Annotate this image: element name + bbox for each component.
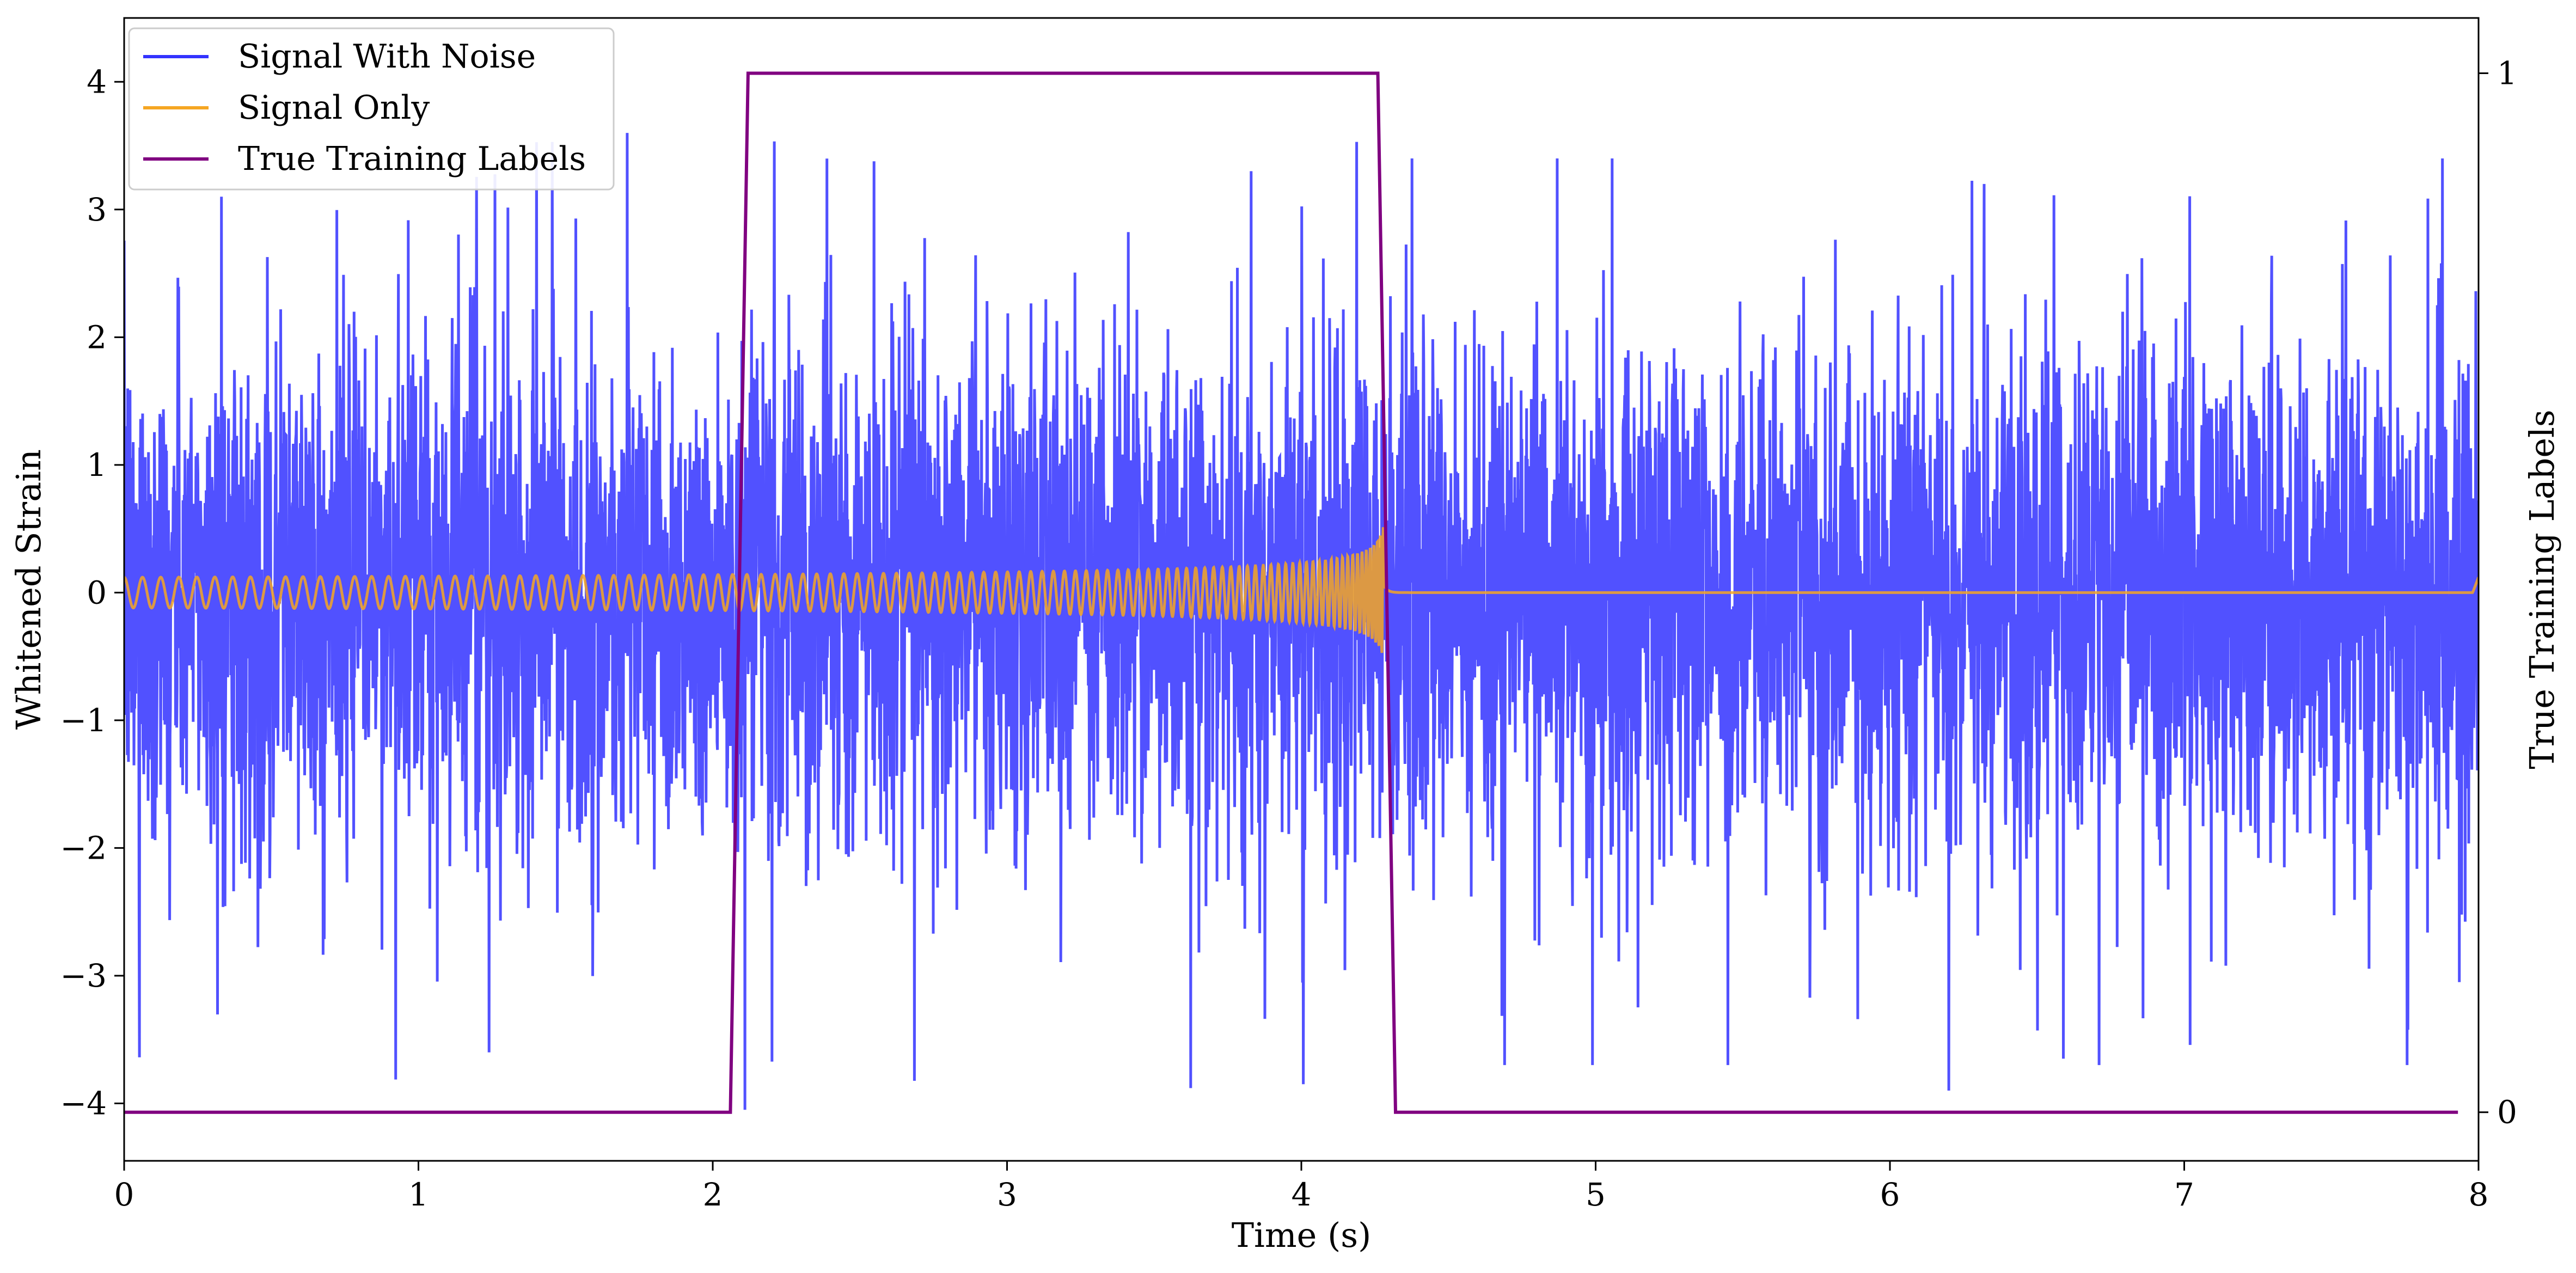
y2-tick-label: 0 — [2497, 1094, 2517, 1131]
x-tick-label: 5 — [1586, 1176, 1606, 1213]
y-tick-label: 2 — [87, 319, 107, 356]
y-tick-label: −2 — [60, 829, 107, 866]
legend-label: Signal With Noise — [238, 38, 536, 76]
x-axis-label: Time (s) — [1232, 1215, 1372, 1255]
x-tick-label: 3 — [997, 1176, 1017, 1213]
y-tick-label: 0 — [87, 574, 107, 611]
y-tick-label: 3 — [87, 191, 107, 228]
legend: Signal With Noise Signal Only True Trainin… — [128, 27, 615, 191]
y2-axis-label: True Training Labels — [2522, 409, 2562, 769]
y-axis-label: Whitened Strain — [9, 449, 48, 730]
axes: 0 1 2 3 4 5 6 7 8 −4 −3 −2 −1 0 1 2 3 4 0 1 — [60, 17, 2517, 1213]
x-tick-label: 2 — [703, 1176, 723, 1213]
y-tick-label: −4 — [60, 1085, 107, 1122]
true-training-labels-line — [124, 71, 2458, 1114]
legend-label: True Training Labels — [238, 140, 586, 178]
x-tick-label: 8 — [2469, 1176, 2489, 1213]
y2-tick-label: 1 — [2497, 55, 2517, 92]
y-tick-label: 4 — [87, 63, 107, 100]
x-tick-label: 0 — [114, 1176, 134, 1213]
x-tick-label: 4 — [1292, 1176, 1312, 1213]
y-tick-label: −1 — [60, 702, 107, 739]
legend-label: Signal Only — [238, 89, 430, 127]
plot-area — [124, 71, 2479, 1114]
y-tick-label: 1 — [87, 446, 107, 484]
legend-box — [128, 27, 615, 191]
signal-only-line — [124, 527, 2479, 653]
x-tick-label: 7 — [2174, 1176, 2194, 1213]
x-tick-label: 6 — [1880, 1176, 1900, 1213]
x-tick-label: 1 — [408, 1176, 429, 1213]
y-tick-label: −3 — [60, 957, 107, 994]
